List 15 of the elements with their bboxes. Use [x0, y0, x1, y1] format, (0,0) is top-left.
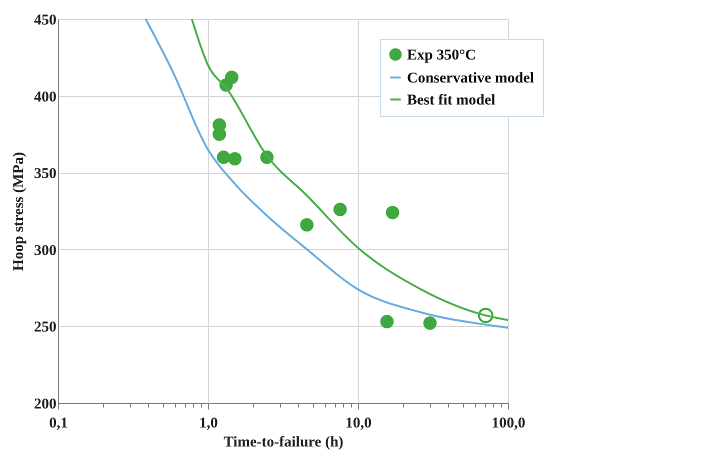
legend-label: Exp 350°C	[407, 48, 476, 64]
legend-label: Conservative model	[407, 70, 534, 86]
legend-label: Best fit model	[407, 92, 496, 108]
x-tick-label: 10,0	[345, 416, 372, 432]
x-tick-label: 1,0	[199, 416, 218, 432]
y-tick-label: 250	[34, 320, 56, 336]
y-axis-title: Hoop stress (MPa)	[11, 152, 27, 271]
y-tick-label: 350	[34, 166, 56, 182]
x-axis-title: Time-to-failure (h)	[224, 434, 344, 450]
y-tick-label: 300	[34, 242, 56, 259]
y-tick-label: 400	[34, 89, 56, 106]
x-tick-label: 100,0	[492, 416, 526, 432]
x-tick-label: 0,1	[49, 416, 68, 432]
y-tick-label: 200	[34, 396, 56, 412]
y-tick-label: 450	[34, 12, 56, 28]
